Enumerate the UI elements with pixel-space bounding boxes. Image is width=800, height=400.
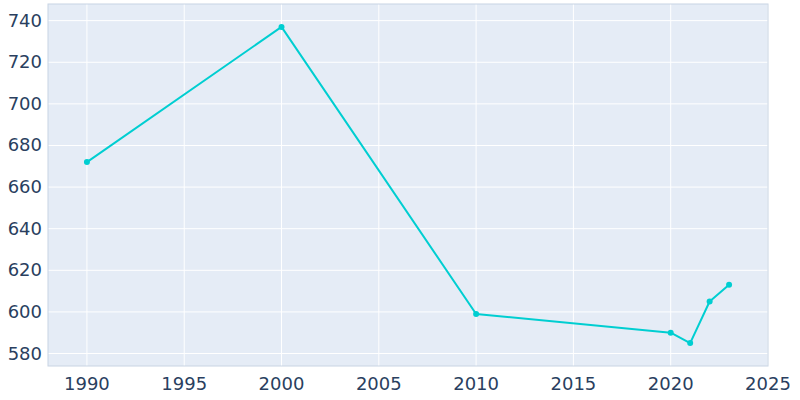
- x-tick-label: 2000: [259, 373, 305, 394]
- data-point: [707, 299, 713, 305]
- y-grid-line: [48, 145, 768, 146]
- chart-svg: 1990 1995 2000 2005 2010 2015 2020 2025 580 600 62…: [0, 0, 800, 400]
- y-tick-label: 720: [8, 51, 42, 72]
- y-grid-line: [48, 311, 768, 312]
- data-point: [687, 340, 693, 346]
- y-tick-label: 740: [8, 10, 42, 31]
- y-grid-line: [48, 103, 768, 104]
- data-point: [84, 159, 90, 165]
- plot-frame: [48, 4, 768, 366]
- chart-container: 1990 1995 2000 2005 2010 2015 2020 2025 580 600 62…: [0, 0, 800, 400]
- data-point: [279, 24, 285, 30]
- x-tick-label: 1990: [64, 373, 110, 394]
- x-tick-label: 2005: [356, 373, 402, 394]
- y-tick-label: 620: [8, 259, 42, 280]
- y-tick-label: 640: [8, 218, 42, 239]
- y-grid-line: [48, 228, 768, 229]
- x-tick-label: 2010: [453, 373, 499, 394]
- tick-labels: 1990 1995 2000 2005 2010 2015 2020 2025 580 600 62…: [8, 10, 791, 394]
- y-grid-line: [48, 187, 768, 188]
- y-grid-line: [48, 270, 768, 271]
- y-tick-label: 600: [8, 301, 42, 322]
- data-marks: [84, 24, 732, 346]
- y-tick-label: 680: [8, 134, 42, 155]
- y-tick-label: 580: [8, 343, 42, 364]
- y-tick-label: 700: [8, 93, 42, 114]
- x-tick-label: 1995: [161, 373, 207, 394]
- y-grid-line: [48, 20, 768, 21]
- y-tick-label: 660: [8, 176, 42, 197]
- plot-background: [48, 4, 768, 366]
- x-tick-label: 2020: [648, 373, 694, 394]
- data-point: [473, 311, 479, 317]
- y-grid-line: [48, 62, 768, 63]
- y-grid-line: [48, 353, 768, 354]
- data-line: [87, 27, 729, 343]
- grid: [48, 4, 768, 366]
- data-point: [726, 282, 732, 288]
- x-tick-label: 2015: [550, 373, 596, 394]
- data-point: [668, 330, 674, 336]
- x-tick-label: 2025: [745, 373, 791, 394]
